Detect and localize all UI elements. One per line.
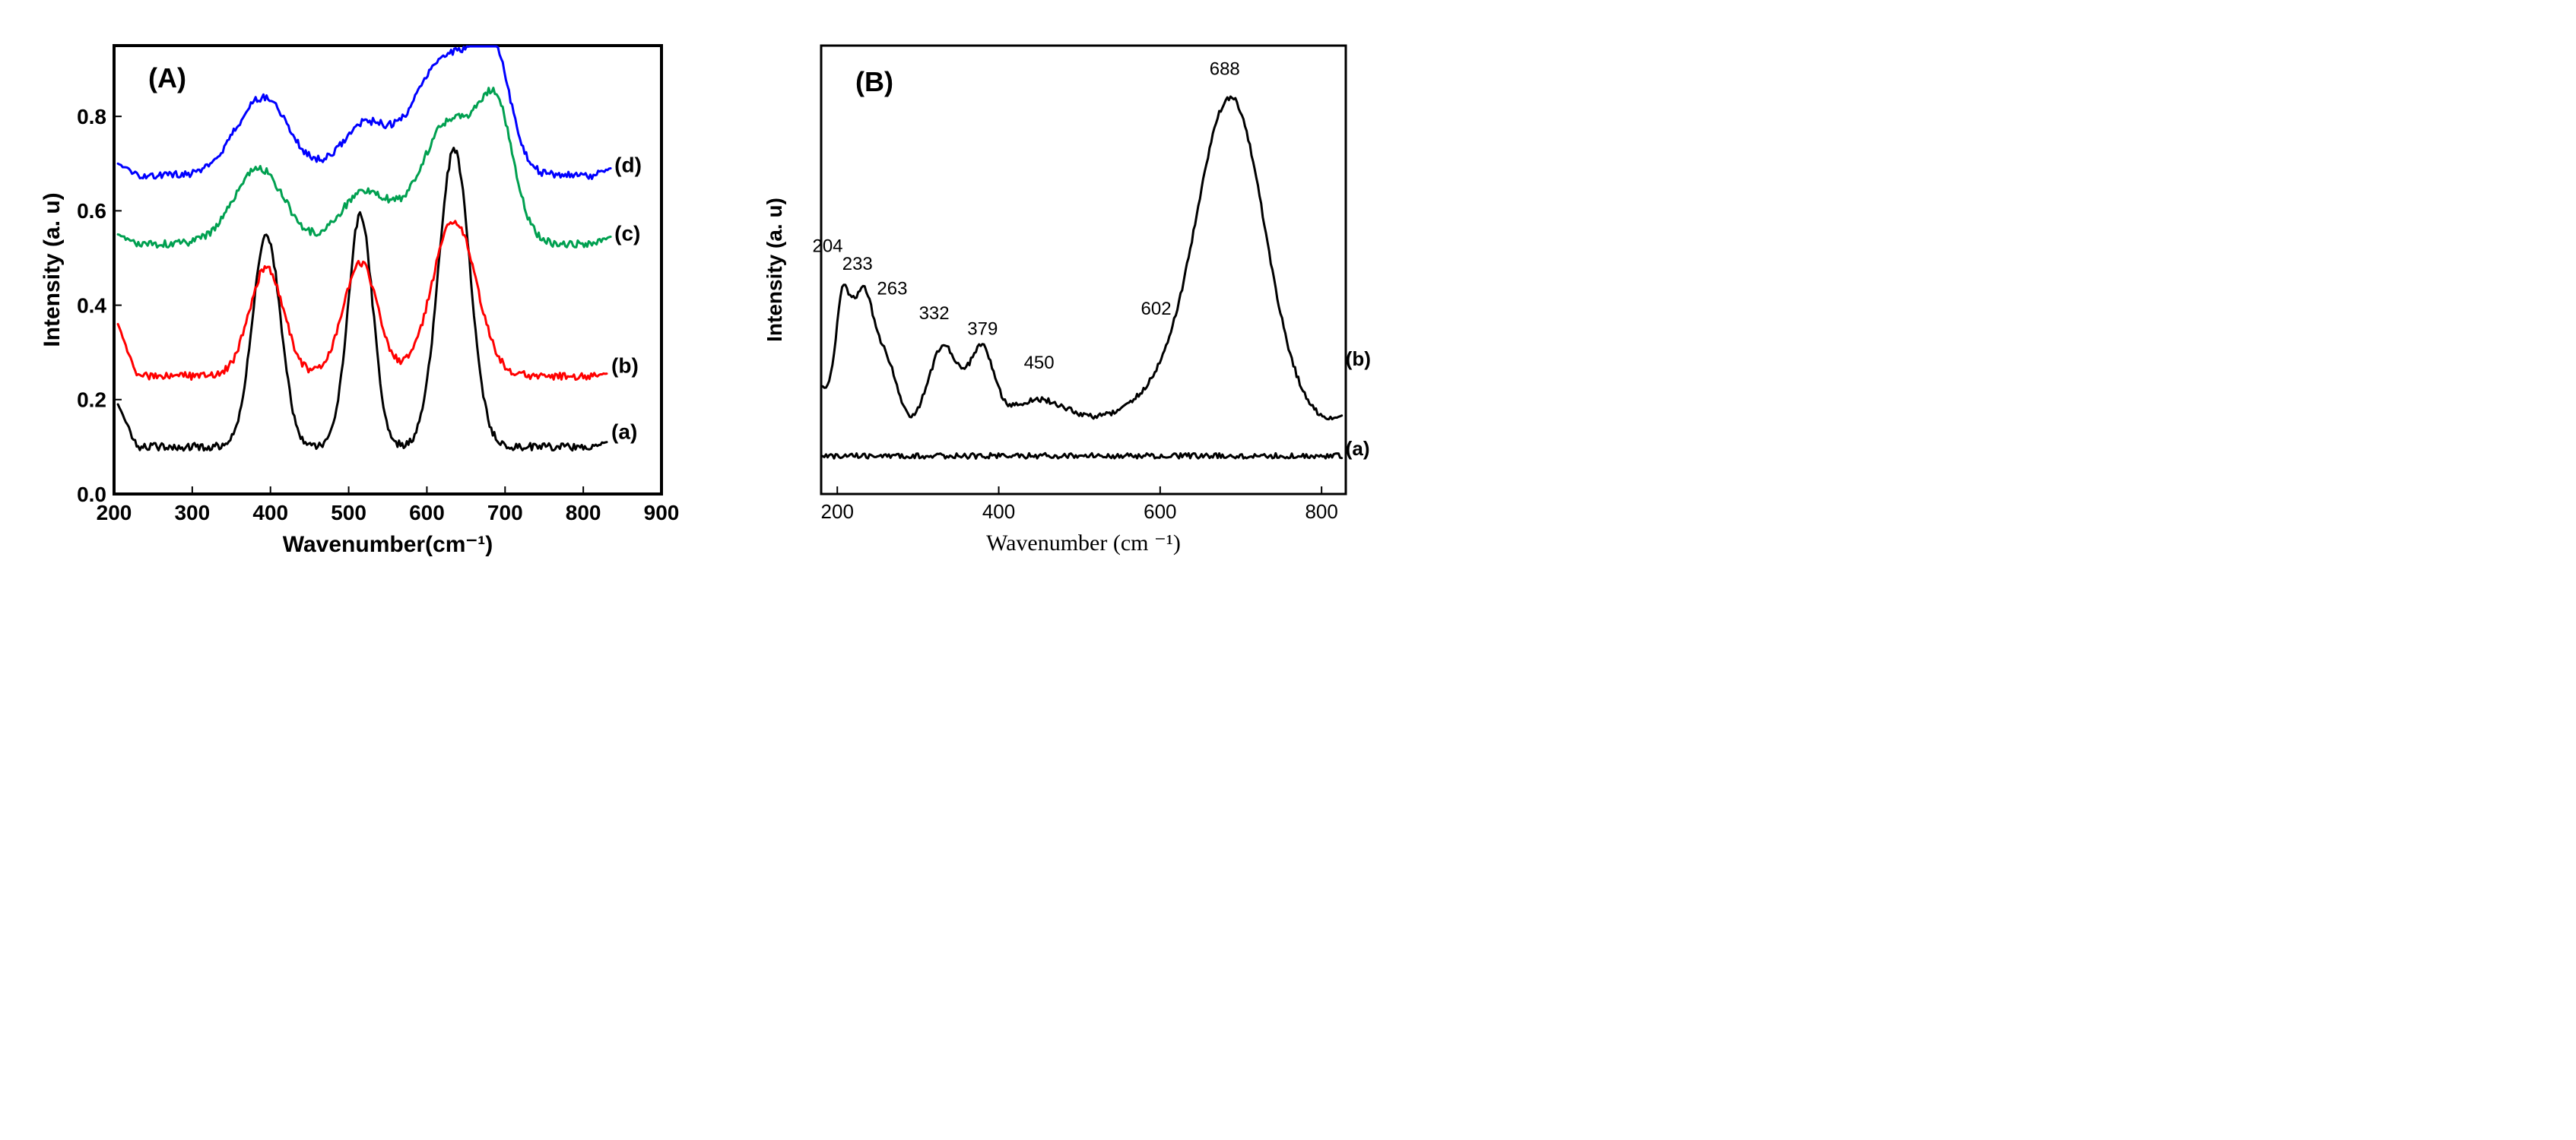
svg-text:(b): (b) xyxy=(611,353,639,377)
svg-text:(c): (c) xyxy=(614,221,640,245)
svg-text:0.8: 0.8 xyxy=(77,105,106,128)
svg-text:Intensity (a. u): Intensity (a. u) xyxy=(763,198,786,342)
svg-text:700: 700 xyxy=(487,501,523,524)
svg-text:900: 900 xyxy=(644,501,680,524)
panel-b: 200 400 600 800 Wavenumber (cm ⁻¹) Intensity … xyxy=(730,15,1376,562)
svg-text:(B): (B) xyxy=(855,66,893,97)
svg-text:0.0: 0.0 xyxy=(77,483,106,506)
svg-text:300: 300 xyxy=(174,501,210,524)
svg-text:0.4: 0.4 xyxy=(77,293,106,317)
svg-text:(A): (A) xyxy=(148,62,186,93)
svg-text:263: 263 xyxy=(877,278,907,299)
svg-text:233: 233 xyxy=(842,254,873,274)
svg-text:500: 500 xyxy=(331,501,366,524)
panel-a: 2003004005006007008009000.00.20.40.60.8W… xyxy=(15,15,700,562)
svg-text:600: 600 xyxy=(409,501,445,524)
svg-text:0.2: 0.2 xyxy=(77,388,106,412)
svg-text:379: 379 xyxy=(967,319,998,340)
svg-text:(a): (a) xyxy=(1346,437,1370,460)
svg-text:602: 602 xyxy=(1141,299,1172,319)
svg-text:Intensity (a. u): Intensity (a. u) xyxy=(40,192,65,347)
svg-text:0.6: 0.6 xyxy=(77,199,106,223)
svg-text:(d): (d) xyxy=(614,153,642,176)
svg-text:332: 332 xyxy=(919,303,950,324)
svg-text:600: 600 xyxy=(1144,500,1176,523)
svg-text:(b): (b) xyxy=(1346,347,1371,370)
panel-a-svg: 2003004005006007008009000.00.20.40.60.8W… xyxy=(15,15,700,562)
svg-text:688: 688 xyxy=(1210,59,1240,79)
svg-text:204: 204 xyxy=(812,236,842,256)
svg-text:800: 800 xyxy=(1305,500,1337,523)
svg-text:400: 400 xyxy=(982,500,1015,523)
panel-b-svg: 200 400 600 800 Wavenumber (cm ⁻¹) Intensity … xyxy=(730,15,1376,562)
svg-text:(a): (a) xyxy=(611,420,637,443)
svg-text:450: 450 xyxy=(1024,353,1055,373)
svg-text:200: 200 xyxy=(821,500,854,523)
svg-text:800: 800 xyxy=(566,501,601,524)
svg-text:Wavenumber (cm ⁻¹): Wavenumber (cm ⁻¹) xyxy=(986,530,1181,556)
svg-text:Wavenumber(cm⁻¹): Wavenumber(cm⁻¹) xyxy=(283,532,493,557)
figure-row: 200 300 400 500 600 700 800 900 0.0 0.2 0.4 0.6 0.8 W… xyxy=(15,15,2561,562)
svg-text:400: 400 xyxy=(252,501,288,524)
